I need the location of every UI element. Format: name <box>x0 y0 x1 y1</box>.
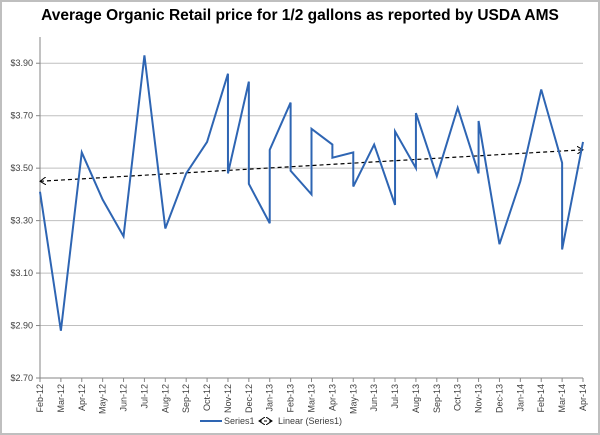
x-tick-label: May-12 <box>98 384 108 414</box>
legend: Series1 Linear (Series1) <box>200 416 342 426</box>
x-tick-label: May-13 <box>348 384 358 414</box>
x-tick-label: Aug-13 <box>411 384 421 413</box>
y-tick-label: $3.50 <box>10 163 33 173</box>
x-tick-label: Mar-12 <box>56 384 66 413</box>
x-tick-label: Jul-13 <box>390 384 400 409</box>
y-tick-label: $2.90 <box>10 321 33 331</box>
legend-trend-label: Linear (Series1) <box>278 416 342 426</box>
x-tick-label: Dec-13 <box>494 384 504 413</box>
y-tick-label: $2.70 <box>10 373 33 383</box>
x-tick-label: Mar-14 <box>557 384 567 413</box>
x-tick-label: Apr-12 <box>77 384 87 411</box>
x-tick-label: Jul-12 <box>139 384 149 409</box>
x-tick-label: Nov-12 <box>223 384 233 413</box>
x-tick-label: Dec-12 <box>244 384 254 413</box>
x-tick-label: Apr-13 <box>327 384 337 411</box>
x-tick-label: Mar-13 <box>307 384 317 413</box>
x-tick-label: Jun-12 <box>119 384 129 412</box>
y-tick-label: $3.10 <box>10 268 33 278</box>
x-tick-label: Oct-12 <box>202 384 212 411</box>
x-tick-label: Feb-13 <box>286 384 296 413</box>
chart-title: Average Organic Retail price for 1/2 gal… <box>41 7 559 24</box>
y-tick-label: $3.70 <box>10 111 33 121</box>
x-tick-label: Feb-14 <box>536 384 546 413</box>
x-tick-label: Apr-14 <box>578 384 588 411</box>
x-tick-label: Sep-12 <box>181 384 191 413</box>
series1-line <box>39 55 584 331</box>
x-tick-label: Jun-13 <box>369 384 379 412</box>
x-tick-label: Feb-12 <box>35 384 45 413</box>
x-tick-label: Oct-13 <box>453 384 463 411</box>
x-tick-label: Aug-12 <box>160 384 170 413</box>
legend-series1-label: Series1 <box>224 416 255 426</box>
x-tick-label: Sep-13 <box>432 384 442 413</box>
x-tick-label: Jan-13 <box>265 384 275 412</box>
x-tick-label: Jan-14 <box>515 384 525 412</box>
y-tick-label: $3.30 <box>10 216 33 226</box>
x-tick-label: Nov-13 <box>474 384 484 413</box>
y-tick-label: $3.90 <box>10 58 33 68</box>
